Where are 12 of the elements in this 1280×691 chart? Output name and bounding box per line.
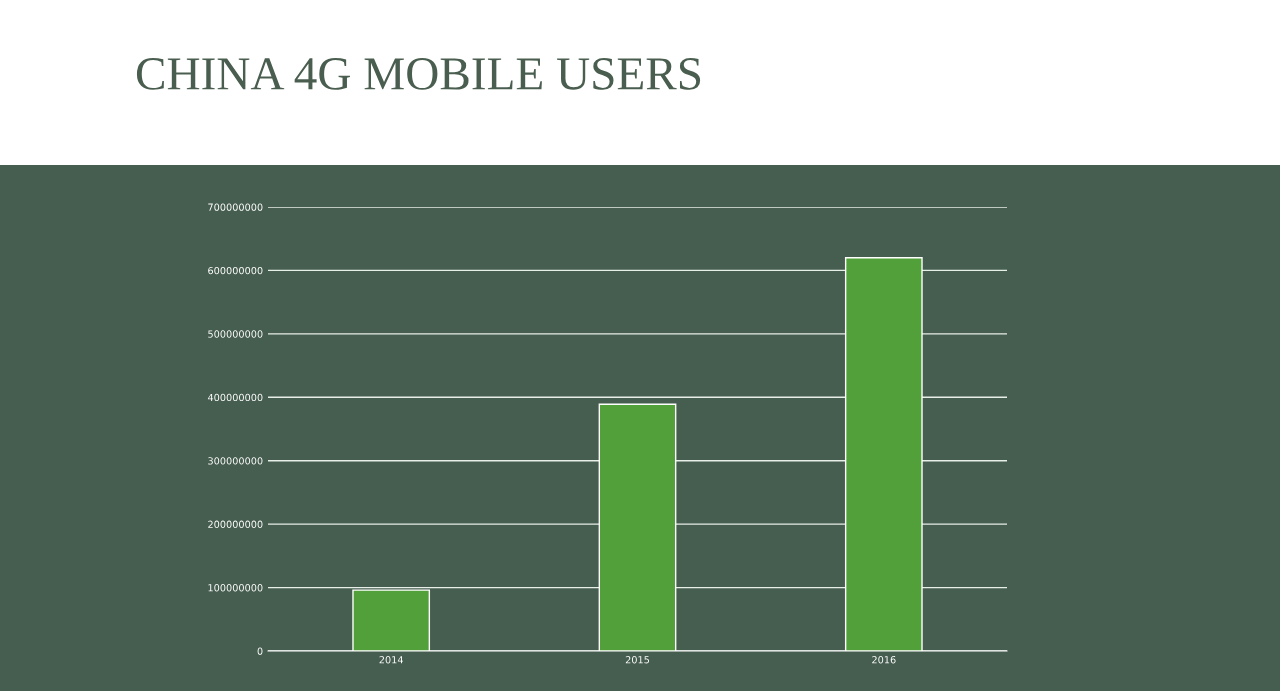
- y-tick-label: 700000000: [208, 203, 263, 211]
- y-tick-label: 0: [257, 647, 263, 655]
- y-tick-label: 500000000: [208, 330, 263, 338]
- y-tick-label: 200000000: [208, 520, 263, 528]
- y-tick-label: 300000000: [208, 457, 263, 465]
- x-tick-label: 2014: [379, 656, 403, 664]
- y-tick-label: 600000000: [208, 266, 263, 275]
- x-tick-label: 2016: [872, 656, 896, 664]
- y-tick-label: 100000000: [208, 584, 263, 592]
- y-tick-label: 400000000: [207, 393, 263, 402]
- x-tick-label: 2015: [625, 656, 650, 664]
- chart-title: CHINA 4G MOBILE USERS: [136, 58, 701, 90]
